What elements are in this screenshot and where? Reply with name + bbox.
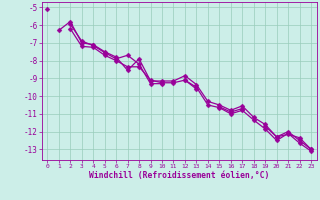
X-axis label: Windchill (Refroidissement éolien,°C): Windchill (Refroidissement éolien,°C) xyxy=(89,171,269,180)
